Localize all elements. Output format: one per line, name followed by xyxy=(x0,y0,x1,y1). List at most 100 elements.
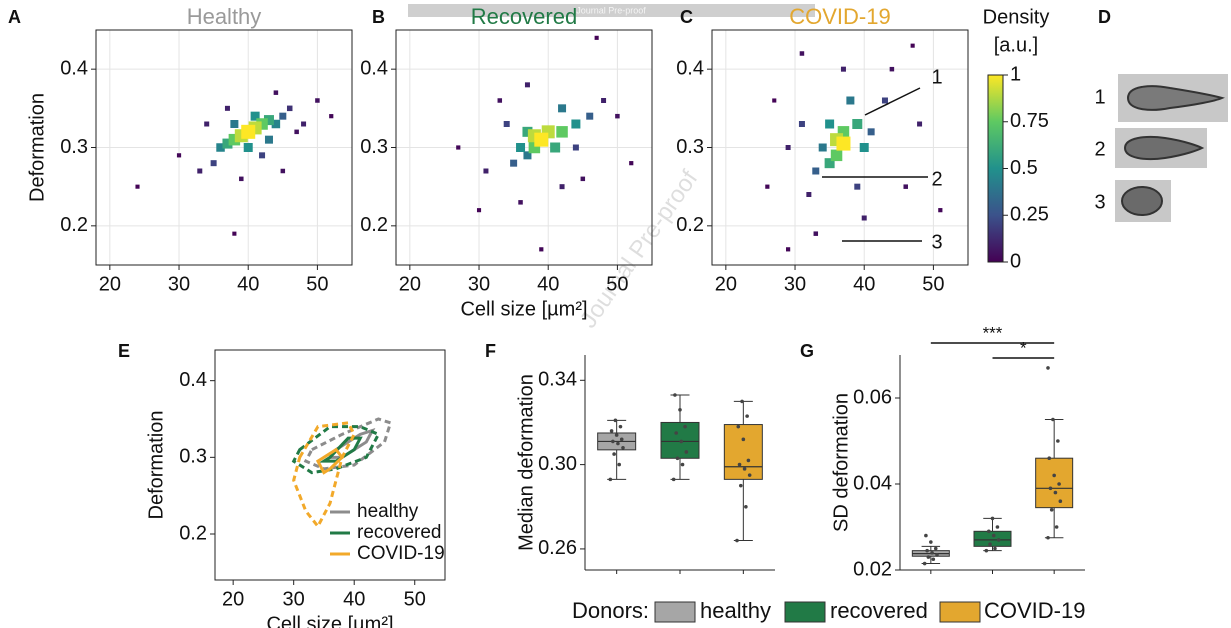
scatter-point xyxy=(840,66,846,72)
data-point xyxy=(929,540,933,544)
scatter-point xyxy=(210,160,217,167)
scatter-point xyxy=(524,82,530,88)
data-point xyxy=(735,538,739,543)
scatter-point xyxy=(825,119,835,129)
data-point xyxy=(922,561,927,566)
data-point xyxy=(1046,366,1050,370)
scatter-point xyxy=(456,145,461,150)
scatter-point xyxy=(222,138,233,149)
y-tick-label: 0.26 xyxy=(538,537,577,559)
data-point xyxy=(926,555,931,559)
scatter-point xyxy=(615,113,620,119)
data-point xyxy=(609,429,614,433)
scatter-point xyxy=(516,143,526,152)
data-point xyxy=(1046,535,1050,540)
cell-shape xyxy=(1121,186,1163,216)
scatter-point xyxy=(279,112,287,120)
scatter-point xyxy=(572,144,579,151)
data-point xyxy=(684,450,689,454)
data-point xyxy=(621,445,625,450)
y-tick-label: 0.2 xyxy=(60,214,88,236)
scatter-point xyxy=(881,97,888,104)
data-point xyxy=(737,462,742,467)
scatter-point xyxy=(867,128,875,136)
x-tick-label: 30 xyxy=(784,273,806,295)
scatter-point xyxy=(230,120,239,128)
y-tick-label: 0.30 xyxy=(538,453,577,475)
scatter-point xyxy=(271,119,281,129)
scatter-point xyxy=(176,153,182,158)
data-point xyxy=(617,462,621,467)
scatter-point xyxy=(852,119,863,129)
y-tick-label: 0.3 xyxy=(179,446,207,468)
colorbar-tick-label: 0.25 xyxy=(1010,204,1049,226)
data-point xyxy=(993,546,997,551)
colorbar-tick-label: 0.75 xyxy=(1010,110,1049,132)
data-point xyxy=(736,424,741,429)
annotation: 2 xyxy=(931,168,942,190)
data-point xyxy=(739,483,743,488)
chart-title: Recovered xyxy=(471,4,577,29)
data-point xyxy=(742,467,747,471)
data-point xyxy=(744,504,748,509)
x-tick-label: 30 xyxy=(283,588,305,610)
contour xyxy=(315,447,345,475)
data-point xyxy=(1053,490,1058,495)
y-tick-label: 0.02 xyxy=(853,558,892,580)
contour xyxy=(292,421,356,530)
data-point xyxy=(1058,499,1063,504)
y-tick-label: 0.06 xyxy=(853,386,892,408)
scatter-point xyxy=(259,152,266,159)
scatter-point xyxy=(580,176,586,182)
scatter-point xyxy=(798,121,805,127)
scatter-point xyxy=(938,208,943,213)
data-point xyxy=(671,477,676,482)
chart-title: COVID-19 xyxy=(789,4,890,29)
scatter-point xyxy=(836,136,851,151)
data-point xyxy=(1048,486,1053,491)
scatter-point xyxy=(903,184,908,189)
legend-swatch xyxy=(939,601,981,623)
scatter-point xyxy=(286,105,293,112)
x-tick-label: 40 xyxy=(237,273,259,295)
scatter-point xyxy=(239,176,244,182)
scatter-point xyxy=(601,98,607,103)
y-tick-label: 0.04 xyxy=(853,472,892,494)
scatter-point xyxy=(224,105,230,111)
scatter-point xyxy=(812,167,820,175)
data-point xyxy=(987,529,991,534)
cell-images xyxy=(1115,74,1228,222)
legend-label: recovered xyxy=(357,522,442,543)
legend-label: healthy xyxy=(357,501,419,522)
colorbar-tick-label: 0.5 xyxy=(1010,157,1038,179)
legend-label: healthy xyxy=(700,598,771,623)
scatter-point xyxy=(818,143,827,152)
scatter-point xyxy=(329,114,334,119)
data-point xyxy=(996,538,1001,542)
data-point xyxy=(931,557,936,562)
data-point xyxy=(924,533,928,538)
scatter-point xyxy=(917,121,923,127)
scatter-point xyxy=(854,183,861,190)
data-point xyxy=(935,553,939,557)
watermark-header: Journal Pre-proof xyxy=(576,5,646,15)
scatter-point xyxy=(846,96,855,105)
panel-label: B xyxy=(372,7,385,27)
legend-label: COVID-19 xyxy=(357,543,445,564)
legend-title: Donors: xyxy=(572,598,649,623)
data-point xyxy=(616,441,620,446)
panel-label: F xyxy=(485,341,496,361)
scatter-point xyxy=(250,111,260,121)
scatter-point xyxy=(534,132,549,147)
scatter-point xyxy=(586,112,594,120)
scatter-point xyxy=(232,231,237,236)
data-point xyxy=(1051,417,1055,422)
data-point xyxy=(1049,508,1054,512)
scatter-point xyxy=(280,168,286,174)
scatter-point xyxy=(629,161,634,166)
data-point xyxy=(1054,525,1059,529)
plot-frame xyxy=(711,29,969,266)
y-tick-label: 0.2 xyxy=(360,214,388,236)
scatter-point xyxy=(243,143,253,152)
y-tick-label: 0.4 xyxy=(676,57,704,79)
